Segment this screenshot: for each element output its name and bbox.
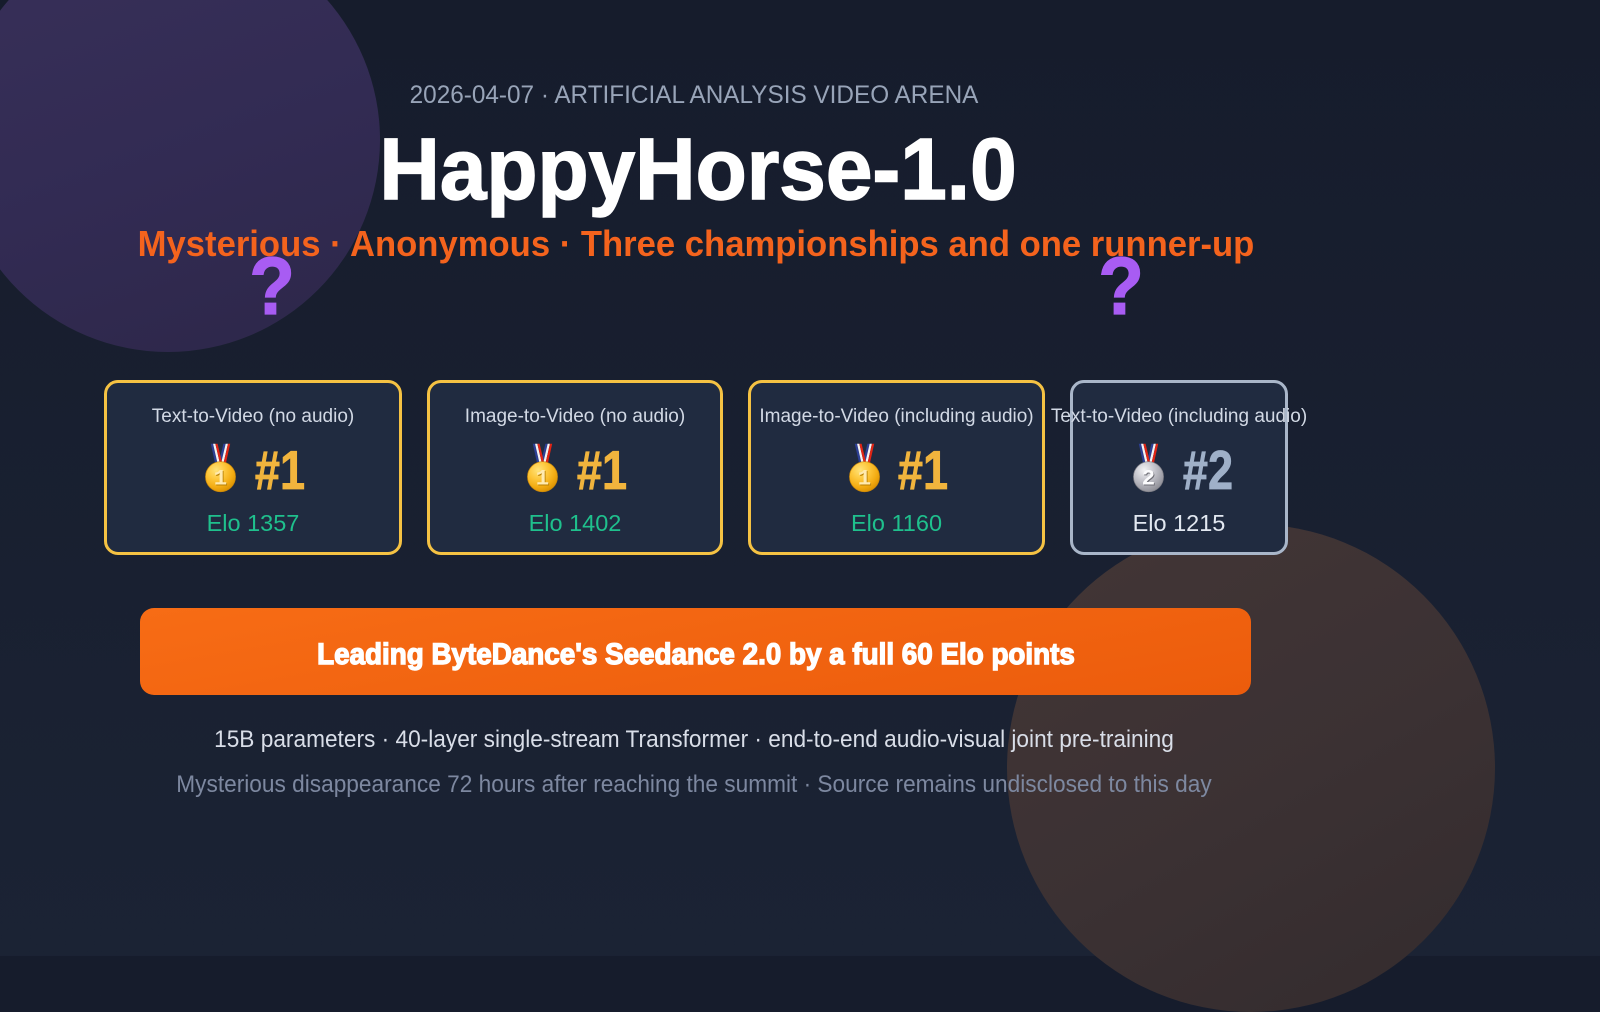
svg-text:1: 1 — [536, 466, 549, 492]
svg-text:1: 1 — [858, 466, 871, 492]
svg-text:1: 1 — [215, 466, 228, 492]
svg-text:2: 2 — [1142, 466, 1155, 492]
svg-text:1: 1 — [537, 466, 550, 492]
svg-text:2: 2 — [1143, 466, 1156, 492]
svg-text:1: 1 — [214, 466, 227, 492]
svg-text:1: 1 — [857, 466, 870, 492]
